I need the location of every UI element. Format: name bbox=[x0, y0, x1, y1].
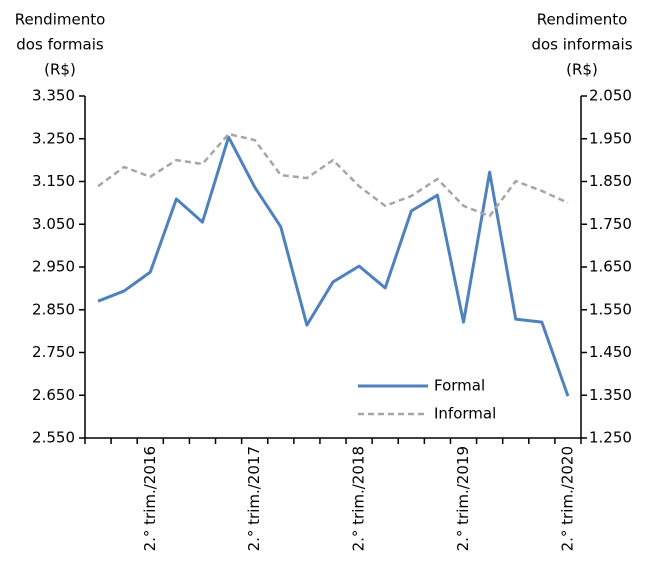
y-tick-label: 3.050 bbox=[32, 215, 75, 233]
legend-label: Informal bbox=[434, 405, 496, 423]
y-tick-label: 2.750 bbox=[32, 343, 75, 361]
y-tick-label: 3.250 bbox=[32, 129, 75, 147]
y-tick-label: 2.550 bbox=[32, 429, 75, 447]
y2-tick-label: 1.550 bbox=[589, 300, 632, 318]
y-axis-title: Rendimento bbox=[15, 11, 106, 29]
y-tick-label: 2.650 bbox=[32, 386, 75, 404]
y2-tick-label: 1.650 bbox=[589, 258, 632, 276]
y2-tick-label: 1.950 bbox=[589, 129, 632, 147]
y2-tick-label: 1.350 bbox=[589, 386, 632, 404]
y-tick-label: 3.350 bbox=[32, 87, 75, 105]
y-axis-title: (R$) bbox=[44, 61, 76, 79]
y2-tick-label: 1.450 bbox=[589, 343, 632, 361]
x-tick-label: 2.° trim./2018 bbox=[350, 446, 368, 551]
x-tick-label: 2.° trim./2019 bbox=[454, 446, 472, 551]
y-axis-title: dos formais bbox=[16, 36, 104, 54]
x-tick-label: 2.° trim./2017 bbox=[245, 446, 263, 551]
series-line bbox=[97, 132, 569, 218]
y2-axis-title: (R$) bbox=[566, 61, 598, 79]
y2-axis-title: dos informais bbox=[531, 36, 632, 54]
series-line bbox=[97, 135, 570, 397]
y-tick-label: 2.850 bbox=[32, 300, 75, 318]
x-tick-label: 2.° trim./2016 bbox=[141, 446, 159, 551]
y2-tick-label: 1.250 bbox=[589, 429, 632, 447]
y2-tick-label: 2.050 bbox=[589, 87, 632, 105]
legend-label: Formal bbox=[434, 377, 485, 395]
y-tick-label: 3.150 bbox=[32, 172, 75, 190]
y2-axis-title: Rendimento bbox=[537, 11, 628, 29]
y2-tick-label: 1.750 bbox=[589, 215, 632, 233]
y2-tick-label: 1.850 bbox=[589, 172, 632, 190]
y-tick-label: 2.950 bbox=[32, 258, 75, 276]
x-tick-label: 2.° trim./2020 bbox=[558, 446, 576, 551]
